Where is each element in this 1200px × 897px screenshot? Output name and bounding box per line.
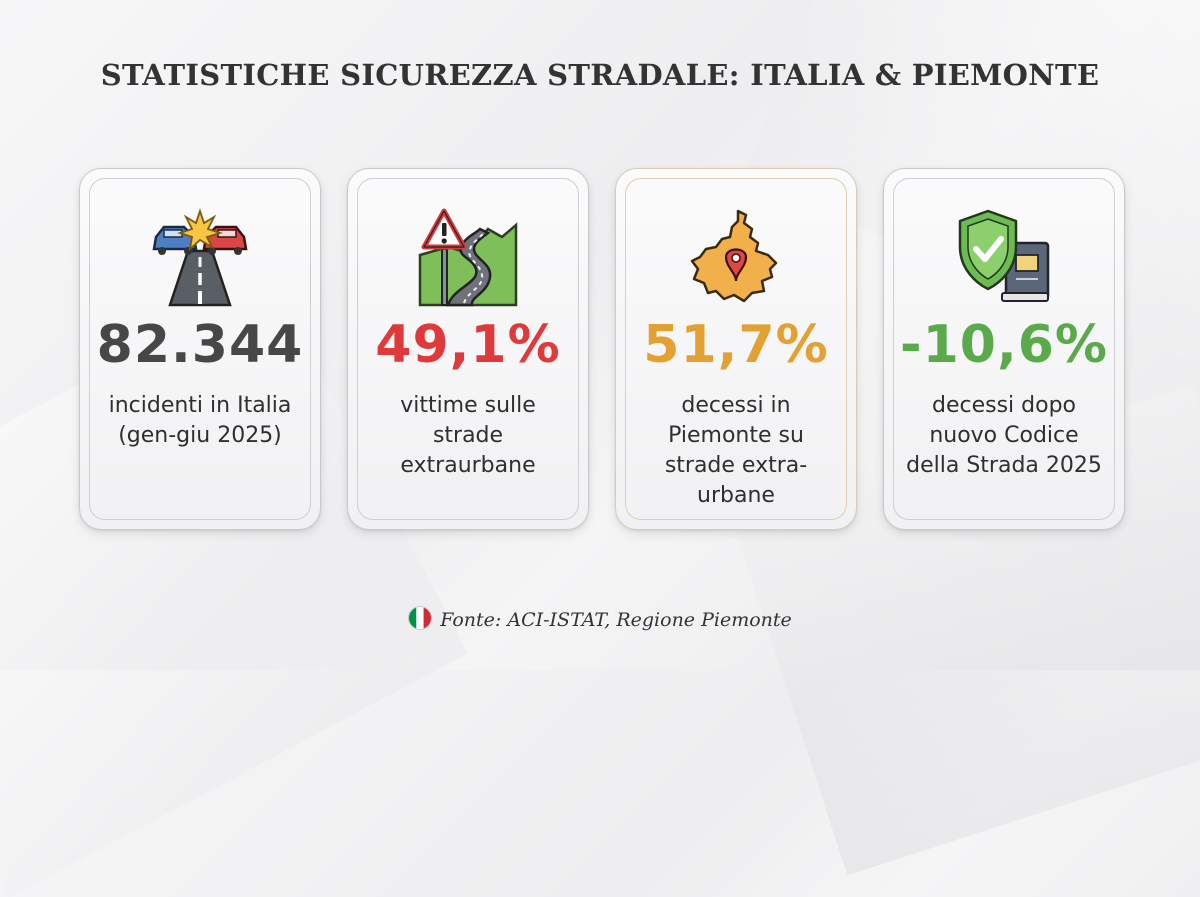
page-title: STATISTICHE SICUREZZA STRADALE: ITALIA &… <box>100 58 1100 92</box>
card-inner-border <box>89 178 311 520</box>
stat-card-incidenti: 82.344 incidenti in Italia (gen-giu 2025… <box>79 168 321 530</box>
source-text: Fonte: ACI-ISTAT, Regione Piemonte <box>440 609 792 631</box>
car-crash-road-icon <box>152 208 248 307</box>
card-inner-border <box>893 178 1115 520</box>
stat-value: -10,6% <box>900 315 1108 375</box>
stat-cards: 82.344 incidenti in Italia (gen-giu 2025… <box>79 168 1127 530</box>
stat-card-piemonte: 51,7% decessi in Piemonte su strade extr… <box>615 168 857 530</box>
piemonte-map-pin-icon <box>690 209 778 303</box>
card-inner-border <box>357 178 579 520</box>
stat-card-extraurbane: 49,1% vittime sulle strade extraurbane <box>347 168 589 530</box>
stat-description: vittime sulle strade extraurbane <box>400 393 536 478</box>
stat-description: decessi in Piemonte su strade extra-urba… <box>664 393 808 508</box>
source-footer: Fonte: ACI-ISTAT, Regione Piemonte <box>0 606 1200 631</box>
card-inner-border <box>625 178 847 520</box>
stat-description: decessi dopo nuovo Codice della Strada 2… <box>906 393 1102 478</box>
stat-description: incidenti in Italia (gen-giu 2025) <box>108 393 292 448</box>
shield-check-book-icon <box>958 209 1050 302</box>
warning-curvy-road-icon <box>418 208 518 307</box>
italian-flag-icon <box>408 606 433 630</box>
stat-value: 49,1% <box>375 315 561 375</box>
stat-value: 82.344 <box>96 315 304 375</box>
stat-value: 51,7% <box>643 315 829 375</box>
stat-card-codice-strada: -10,6% decessi dopo nuovo Codice della S… <box>883 168 1125 530</box>
